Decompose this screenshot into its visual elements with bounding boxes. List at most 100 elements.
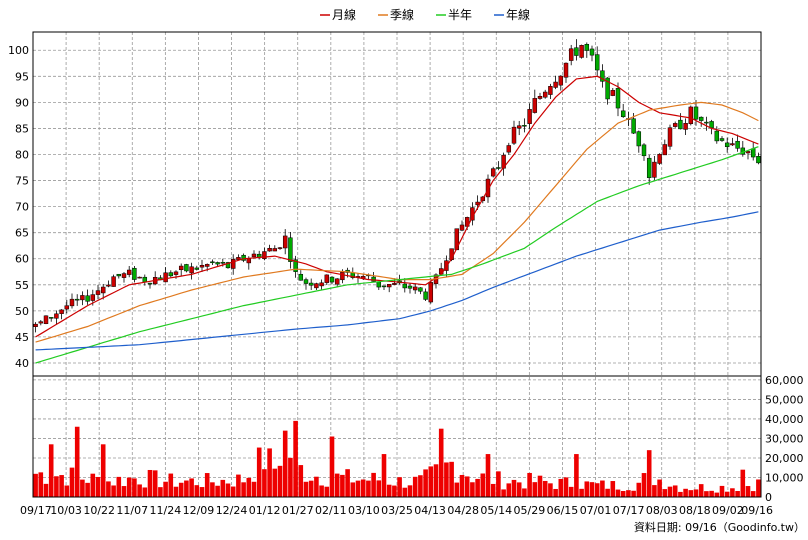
volume-bar xyxy=(558,478,564,497)
price-axis: 40 45 50 55 60 65 70 75 80 85 90 95 100 xyxy=(8,44,29,370)
price-tick-label: 95 xyxy=(15,70,29,83)
legend-entry: 年線 xyxy=(506,7,530,22)
date-tick-label: 02/11 xyxy=(315,504,347,517)
date-tick-label: 05/14 xyxy=(480,504,512,517)
candle-body xyxy=(646,157,652,178)
candle-body xyxy=(459,224,465,231)
volume-bar xyxy=(158,487,163,497)
volume-bar xyxy=(236,474,241,497)
candle-body xyxy=(506,145,512,153)
candle-body xyxy=(584,44,590,51)
volume-bar xyxy=(74,426,80,497)
date-tick-label: 03/25 xyxy=(381,504,413,517)
date-tick-label: 07/01 xyxy=(580,504,612,517)
legend-entry: 季線 xyxy=(390,7,414,22)
volume-bar xyxy=(735,490,740,497)
candle-body xyxy=(137,276,142,279)
volume-bar xyxy=(116,476,122,497)
volume-bar xyxy=(579,488,584,497)
volume-tick-label: 30,000 xyxy=(765,432,804,445)
date-tick-label: 08/03 xyxy=(646,504,678,517)
volume-bar xyxy=(626,490,631,497)
price-tick-label: 50 xyxy=(15,305,29,318)
candle-body xyxy=(33,323,38,327)
volume-bar xyxy=(59,475,64,497)
candle-body xyxy=(537,96,543,99)
volume-bar xyxy=(475,478,480,497)
candle-body xyxy=(319,282,324,287)
volume-bar xyxy=(678,491,683,497)
candle-body xyxy=(178,265,184,271)
candle-body xyxy=(579,45,584,58)
volume-bar xyxy=(464,476,470,497)
candle-body xyxy=(163,272,168,283)
volume-bar xyxy=(433,464,439,497)
volume-bar xyxy=(506,483,512,497)
candle-body xyxy=(95,290,101,295)
candle-body xyxy=(522,125,527,127)
candle-body xyxy=(574,47,579,56)
date-tick-label: 08/18 xyxy=(679,504,711,517)
date-tick-label: 10/22 xyxy=(83,504,115,517)
date-tick-label: 07/17 xyxy=(613,504,645,517)
candle-body xyxy=(392,283,397,285)
candle-body xyxy=(693,106,699,120)
candle-body xyxy=(386,284,392,288)
volume-bar xyxy=(48,444,54,497)
volume-bar xyxy=(204,473,210,497)
volume-bar xyxy=(522,488,527,497)
candle-body xyxy=(589,48,595,56)
candle-body xyxy=(262,251,267,260)
volume-bar xyxy=(724,491,730,497)
volume-bar xyxy=(511,479,517,497)
volume-bar xyxy=(693,489,699,497)
moving-average-lines xyxy=(35,75,759,364)
candle-body xyxy=(85,295,90,302)
candle-body xyxy=(241,254,246,261)
volume-bar xyxy=(574,454,579,497)
candle-body xyxy=(428,282,434,303)
volume-bar xyxy=(147,469,153,497)
candle-body xyxy=(272,248,278,252)
candle-body xyxy=(652,161,657,178)
volume-bar xyxy=(589,482,595,497)
candle-body xyxy=(542,91,548,98)
date-tick-label: 10/03 xyxy=(50,504,82,517)
candle-body xyxy=(126,269,132,275)
volume-panel-frame xyxy=(32,375,762,498)
candle-body xyxy=(168,272,174,277)
date-tick-label: 05/29 xyxy=(514,504,546,517)
candle-body xyxy=(548,86,553,95)
volume-bar xyxy=(444,462,449,497)
ma-line xyxy=(35,75,759,338)
volume-bar xyxy=(132,478,137,497)
candle-body xyxy=(688,106,694,125)
candle-body xyxy=(381,285,387,288)
price-tick-label: 40 xyxy=(15,357,29,370)
volume-bar xyxy=(449,461,454,497)
volume-bar xyxy=(106,481,111,497)
candle-body xyxy=(719,138,725,141)
candle-body xyxy=(106,284,111,287)
volume-bar xyxy=(277,465,283,497)
candle-body xyxy=(194,267,200,270)
candle-body xyxy=(605,77,610,100)
candle-body xyxy=(303,279,309,284)
candle-body xyxy=(631,118,636,134)
volume-bar xyxy=(371,472,376,497)
candle-body xyxy=(116,273,122,277)
volume-axis: 0 10,000 20,000 30,000 40,000 50,000 60,000 xyxy=(765,374,804,504)
volume-bar xyxy=(698,484,704,497)
volume-bar xyxy=(152,470,158,497)
candle-body xyxy=(69,298,75,307)
volume-bar xyxy=(282,430,288,497)
volume-bar xyxy=(381,454,387,497)
candle-body xyxy=(371,276,376,282)
volume-bar xyxy=(740,469,746,497)
candle-body xyxy=(714,130,720,142)
volume-bar xyxy=(438,428,444,497)
date-tick-label: 11/07 xyxy=(116,504,148,517)
volume-bar xyxy=(704,491,709,497)
